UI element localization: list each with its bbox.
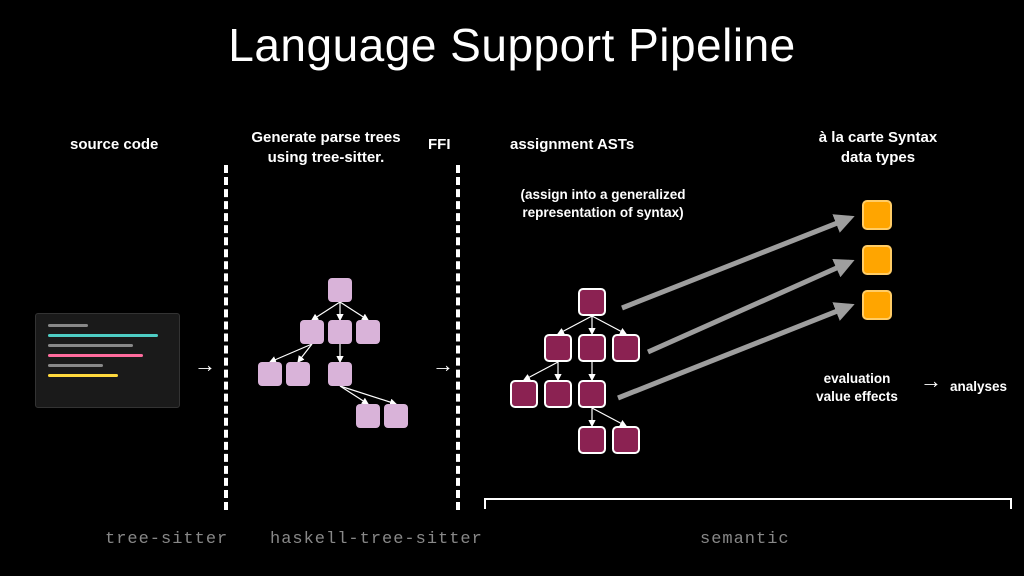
tree-node — [578, 380, 606, 408]
tree-node — [510, 380, 538, 408]
label-analyses: analyses — [950, 378, 1007, 396]
tree-node — [300, 320, 324, 344]
arrow-icon: → — [194, 352, 216, 378]
label-assignment-asts: assignment ASTs — [510, 135, 634, 155]
bottom-label-semantic: semantic — [700, 530, 790, 549]
label-evaluation: evaluation value effects — [802, 370, 912, 405]
page-title: Language Support Pipeline — [0, 18, 1024, 72]
source-code-window — [35, 313, 180, 408]
tree-node — [328, 278, 352, 302]
code-line — [48, 364, 103, 367]
tree-node — [328, 320, 352, 344]
label-source-code: source code — [70, 135, 158, 155]
tree-node — [612, 334, 640, 362]
arrow-icon: → — [432, 352, 454, 378]
tree-node — [578, 426, 606, 454]
tree-node — [258, 362, 282, 386]
pink-tree-edges — [270, 302, 396, 404]
tree-node — [544, 334, 572, 362]
maroon-tree-edges — [524, 316, 626, 426]
label-assign-note: (assign into a generalized representatio… — [498, 186, 708, 221]
divider-1 — [224, 165, 228, 510]
divider-2 — [456, 165, 460, 510]
tree-node — [384, 404, 408, 428]
syntax-box — [862, 245, 892, 275]
tree-node — [356, 404, 380, 428]
tree-node — [286, 362, 310, 386]
bottom-label-haskell: haskell-tree-sitter — [270, 530, 483, 549]
code-line — [48, 374, 118, 377]
label-parse-trees: Generate parse trees using tree-sitter. — [236, 128, 416, 167]
label-ffi: FFI — [428, 135, 451, 155]
syntax-box — [862, 290, 892, 320]
semantic-bracket — [484, 498, 1012, 508]
code-line — [48, 354, 143, 357]
tree-node — [578, 334, 606, 362]
tree-node — [578, 288, 606, 316]
label-syntax-types: à la carte Syntax data types — [798, 128, 958, 167]
arrow-icon: → — [920, 368, 942, 394]
code-line — [48, 324, 88, 327]
code-line — [48, 344, 133, 347]
tree-node — [328, 362, 352, 386]
code-line — [48, 334, 158, 337]
tree-node — [544, 380, 572, 408]
syntax-box — [862, 200, 892, 230]
tree-node — [356, 320, 380, 344]
tree-node — [612, 426, 640, 454]
bottom-label-tree-sitter: tree-sitter — [105, 530, 228, 549]
